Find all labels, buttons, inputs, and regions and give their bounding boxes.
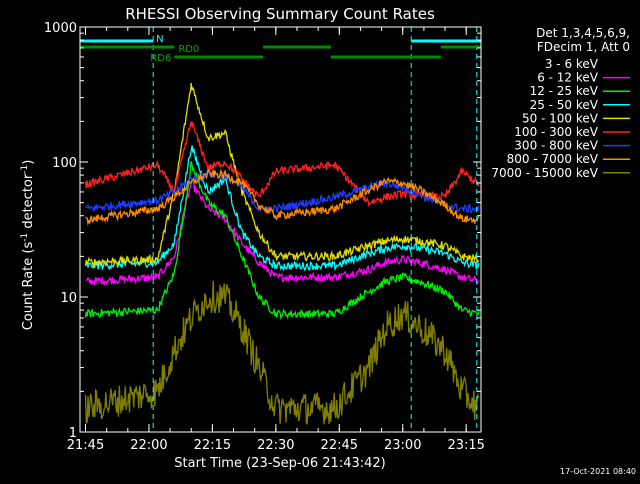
legend-label: 12 - 25 keV <box>530 84 599 98</box>
legend-header-line-1: Det 1,3,4,5,6,9, <box>536 26 630 40</box>
legend-label: 7000 - 15000 keV <box>491 166 598 180</box>
x-tick-label: 23:00 <box>384 438 421 453</box>
legend-header-line-2: FDecim 1, Att 0 <box>537 40 630 54</box>
x-tick-label: 23:15 <box>447 438 484 453</box>
legend-label: 3 - 6 keV <box>545 57 599 71</box>
x-tick-label: 22:30 <box>257 438 294 453</box>
x-tick-label: 22:45 <box>321 438 358 453</box>
x-tick-label: 22:15 <box>194 438 231 453</box>
plot-area: N RD0 RD6 21:45 22:00 22:15 22:30 22:45 23:00 23:… <box>44 21 485 453</box>
series-line <box>84 280 480 425</box>
date-stamp: 17-Oct-2021 08:40 <box>560 467 636 476</box>
legend-label: 25 - 50 keV <box>530 98 599 112</box>
y-tick-label: 10 <box>60 291 77 306</box>
legend-label: 800 - 7000 keV <box>507 152 599 166</box>
y-tick-label: 100 <box>52 156 77 171</box>
series-line <box>85 178 480 287</box>
series-line <box>85 168 480 226</box>
legend-label: 100 - 300 keV <box>514 125 598 139</box>
flag-label-rd6: RD6 <box>150 53 171 64</box>
series-line <box>85 169 480 215</box>
series-line <box>84 227 480 389</box>
legend-label: 50 - 100 keV <box>522 111 599 125</box>
series-line <box>84 82 480 267</box>
legend-label: 300 - 800 keV <box>514 139 598 153</box>
flag-label-rd0: RD0 <box>178 44 199 55</box>
plot-frame <box>79 26 482 433</box>
series-line <box>84 120 480 208</box>
y-axis-label: Count Rate (s-1 detector-1) <box>20 160 36 331</box>
series-line <box>84 161 480 321</box>
x-axis-label: Start Time (23-Sep-06 21:43:42) <box>174 456 385 471</box>
flag-label-n: N <box>156 34 163 45</box>
x-tick-label: 21:45 <box>67 438 104 453</box>
legend-label: 6 - 12 keV <box>537 71 599 85</box>
y-tick-label: 1 <box>69 426 77 441</box>
y-tick-label: 1000 <box>44 21 77 36</box>
x-tick-label: 22:00 <box>130 438 167 453</box>
chart-title: RHESSI Observing Summary Count Rates <box>125 5 435 23</box>
